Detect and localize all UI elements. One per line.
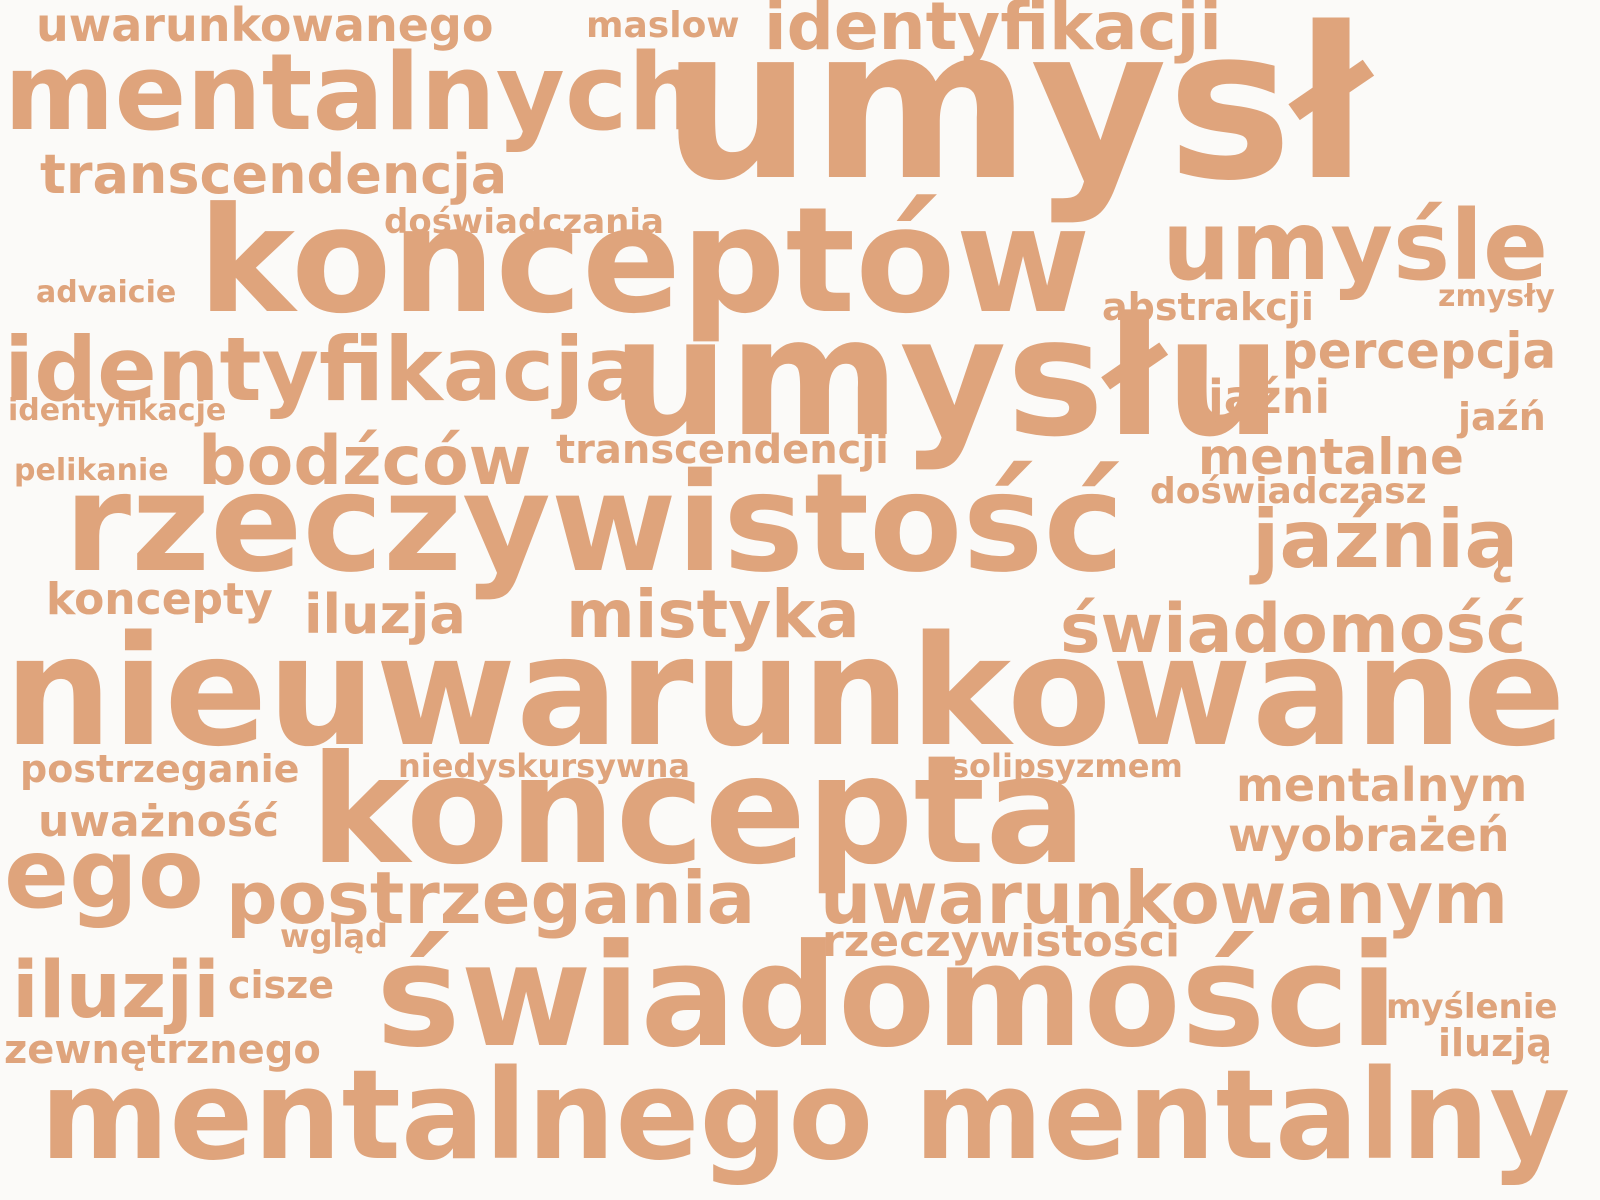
word-jazni: jaźni [1208, 370, 1331, 424]
word-konceptami: koncepta [310, 724, 1087, 898]
word-koncepty: koncepty [46, 574, 273, 625]
word-mentalnych: mentalnych [4, 31, 704, 154]
word-umysl: umysł [662, 0, 1371, 227]
word-iluzja-instr: iluzją [1438, 1021, 1552, 1065]
word-solipsyzmem: solipsyzmem [950, 747, 1183, 785]
word-myslenie: myślenie [1386, 987, 1558, 1027]
word-abstrakcji: abstrakcji [1102, 285, 1314, 329]
word-zewnetrznego: zewnętrznego [4, 1027, 321, 1073]
word-identyfikacji: identyfikacji [764, 0, 1222, 65]
word-cisze: cisze [228, 963, 335, 1007]
word-swiadomosc: świadomość [1060, 590, 1527, 669]
word-iluzja: iluzja [304, 583, 466, 646]
word-advaicie: advaicie [36, 275, 177, 310]
word-rzeczywistosci: rzeczywistości [822, 916, 1181, 967]
word-jazn: jaźń [1458, 395, 1546, 439]
word-bodzcow: bodźców [198, 422, 532, 501]
word-umysle: umyśle [1162, 190, 1549, 302]
word-transcendencja: transcendencja [40, 143, 508, 206]
word-mentalnego: mentalnego [40, 1044, 874, 1188]
word-uwarunkowanego: uwarunkowanego [36, 0, 494, 52]
word-mentalnym: mentalnym [1236, 758, 1528, 812]
word-ego: ego [4, 818, 204, 930]
word-transcendencji: transcendencji [556, 427, 889, 473]
word-nieuwarunkowane: nieuwarunkowane [4, 603, 1566, 780]
word-wyobrazen: wyobrażeń [1228, 808, 1510, 862]
word-umyslu: umysłu [612, 282, 1282, 473]
word-rzeczywistosc: rzeczywistość [64, 445, 1125, 603]
word-swiadomosci: świadomości [376, 914, 1399, 1079]
word-jaznia: jaźnią [1252, 493, 1519, 586]
word-postrzegania: postrzegania [226, 856, 756, 940]
word-doswiadczasz: doświadczasz [1150, 471, 1427, 512]
word-doswiadczania: doświadczania [384, 202, 664, 242]
word-wglad: wgląd [280, 917, 388, 955]
word-pelikanie: pelikanie [14, 453, 169, 488]
word-uwaznosc: uważność [38, 796, 280, 847]
word-uwarunkowanym: uwarunkowanym [820, 856, 1509, 940]
word-identyfikacja: identyfikacja [4, 318, 644, 421]
word-mentalny: mentalny [914, 1044, 1571, 1188]
word-zmysly: zmysły [1438, 279, 1555, 314]
word-postrzeganie: postrzeganie [20, 747, 300, 791]
word-mentalne: mentalne [1198, 428, 1464, 486]
word-maslow: maslow [586, 5, 740, 46]
word-percepcja: percepcja [1282, 322, 1557, 380]
word-konceptow: konceptów [198, 176, 1091, 346]
word-mistyka: mistyka [566, 576, 860, 653]
word-iluzji: iluzji [12, 946, 220, 1036]
word-niedyskursywna: niedyskursywna [398, 747, 690, 785]
word-identyfikacje: identyfikacje [8, 393, 227, 428]
